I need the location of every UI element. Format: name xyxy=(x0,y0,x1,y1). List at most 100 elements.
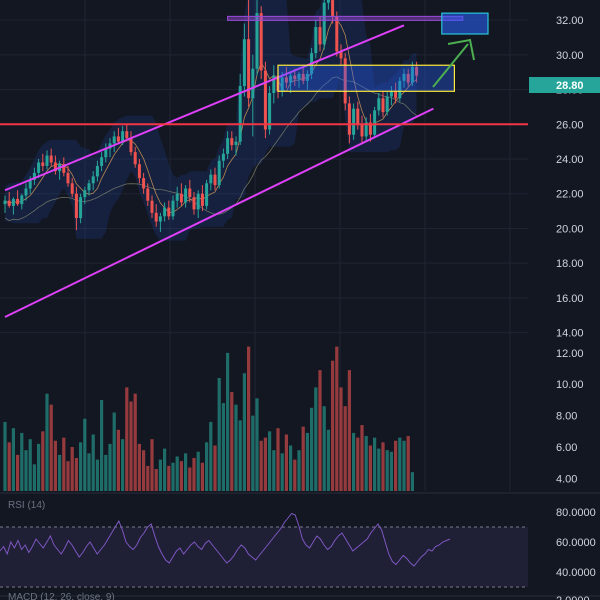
candle-body[interactable] xyxy=(196,193,200,210)
candle[interactable] xyxy=(305,70,309,90)
candle[interactable] xyxy=(339,44,343,66)
candle[interactable] xyxy=(87,179,91,196)
candle[interactable] xyxy=(32,167,36,186)
candle[interactable] xyxy=(100,152,104,172)
candle-body[interactable] xyxy=(146,188,150,201)
candle-body[interactable] xyxy=(41,162,45,166)
candle[interactable] xyxy=(335,11,339,57)
candle[interactable] xyxy=(125,124,129,142)
candle[interactable] xyxy=(16,190,20,206)
candle-body[interactable] xyxy=(37,162,41,173)
candle[interactable] xyxy=(53,155,57,175)
candle-body[interactable] xyxy=(192,197,196,210)
candle-body[interactable] xyxy=(200,193,204,206)
candle[interactable] xyxy=(41,153,45,172)
candle[interactable] xyxy=(364,117,368,142)
candle[interactable] xyxy=(381,91,385,118)
candle[interactable] xyxy=(263,61,267,139)
candle-body[interactable] xyxy=(104,148,108,158)
candle-body[interactable] xyxy=(385,96,389,113)
candle-body[interactable] xyxy=(230,138,234,146)
candle-body[interactable] xyxy=(360,124,364,137)
candle-body[interactable] xyxy=(347,103,351,135)
candle-body[interactable] xyxy=(293,75,297,80)
candle[interactable] xyxy=(112,131,116,153)
candle-body[interactable] xyxy=(389,91,393,97)
candle-body[interactable] xyxy=(179,193,183,203)
candle[interactable] xyxy=(259,6,263,80)
candle-body[interactable] xyxy=(83,190,87,198)
candle-body[interactable] xyxy=(297,73,301,80)
candle-body[interactable] xyxy=(175,193,179,201)
candle-body[interactable] xyxy=(133,152,137,165)
candle-body[interactable] xyxy=(171,200,175,217)
candle-body[interactable] xyxy=(62,164,66,173)
candle-body[interactable] xyxy=(373,110,377,135)
candle-body[interactable] xyxy=(255,13,259,69)
candle[interactable] xyxy=(146,183,150,206)
candle-body[interactable] xyxy=(91,176,95,184)
candle-body[interactable] xyxy=(45,155,49,166)
candle[interactable] xyxy=(200,185,204,212)
candle-body[interactable] xyxy=(381,98,385,113)
candle-body[interactable] xyxy=(398,80,402,99)
candle-body[interactable] xyxy=(129,138,133,153)
candle[interactable] xyxy=(322,0,326,50)
candle-body[interactable] xyxy=(70,183,74,194)
candle[interactable] xyxy=(95,160,99,182)
candle-body[interactable] xyxy=(268,93,272,130)
channel-lower-trendline[interactable] xyxy=(4,107,434,318)
candle-body[interactable] xyxy=(377,98,381,111)
candle-body[interactable] xyxy=(32,172,36,180)
candle[interactable] xyxy=(133,146,137,168)
candle[interactable] xyxy=(37,159,41,179)
candle-body[interactable] xyxy=(280,77,284,92)
candle[interactable] xyxy=(104,143,108,163)
candle-body[interactable] xyxy=(95,165,99,177)
candle-body[interactable] xyxy=(314,27,318,54)
candle[interactable] xyxy=(171,195,175,220)
candle-body[interactable] xyxy=(213,174,217,186)
candle-body[interactable] xyxy=(305,73,309,81)
candle-body[interactable] xyxy=(368,122,372,135)
candle[interactable] xyxy=(49,148,53,166)
current-price-zone[interactable] xyxy=(277,64,455,92)
candle-body[interactable] xyxy=(234,141,238,146)
candle-body[interactable] xyxy=(158,216,162,222)
candle-body[interactable] xyxy=(242,39,246,87)
candle-body[interactable] xyxy=(7,200,11,206)
candle-body[interactable] xyxy=(238,86,242,142)
candle-body[interactable] xyxy=(163,207,167,217)
candle-body[interactable] xyxy=(352,108,356,135)
candle-body[interactable] xyxy=(284,77,288,83)
candle[interactable] xyxy=(150,195,154,219)
candle-body[interactable] xyxy=(20,195,24,205)
candle[interactable] xyxy=(293,68,297,87)
candle[interactable] xyxy=(11,197,15,215)
candle-body[interactable] xyxy=(154,212,158,222)
candle-body[interactable] xyxy=(3,200,7,205)
candle[interactable] xyxy=(326,0,330,10)
candle-body[interactable] xyxy=(188,188,192,198)
candle[interactable] xyxy=(196,190,200,219)
candle[interactable] xyxy=(175,186,179,208)
candle-body[interactable] xyxy=(74,193,78,219)
candle-body[interactable] xyxy=(100,157,104,166)
candle-body[interactable] xyxy=(406,73,410,83)
candle[interactable] xyxy=(272,65,276,104)
candle[interactable] xyxy=(205,179,209,210)
candle-body[interactable] xyxy=(415,66,419,76)
candle[interactable] xyxy=(234,136,238,156)
candle-body[interactable] xyxy=(343,58,347,104)
candle[interactable] xyxy=(158,212,162,232)
candle[interactable] xyxy=(83,186,87,205)
candle-body[interactable] xyxy=(356,108,360,125)
candle-body[interactable] xyxy=(167,207,171,217)
candle-body[interactable] xyxy=(87,183,91,191)
candle[interactable] xyxy=(91,171,95,191)
candle[interactable] xyxy=(389,86,393,106)
candle-body[interactable] xyxy=(322,2,326,45)
candle-body[interactable] xyxy=(301,73,305,81)
candle[interactable] xyxy=(20,193,24,210)
candle-body[interactable] xyxy=(221,153,225,161)
